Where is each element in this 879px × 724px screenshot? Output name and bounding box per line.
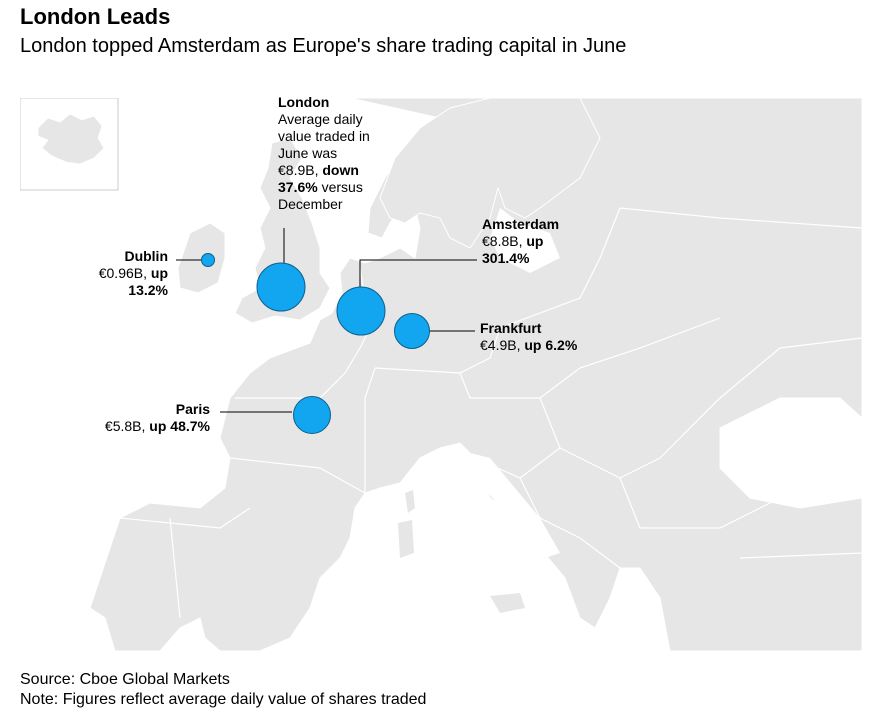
- dublin-value: €0.96B,: [98, 265, 151, 281]
- chart-subtitle: London topped Amsterdam as Europe's shar…: [20, 35, 627, 57]
- sardinia-land: [398, 520, 414, 558]
- amsterdam-direction: up: [526, 233, 544, 249]
- paris-value: €5.8B,: [104, 418, 150, 434]
- bubble-paris: [293, 396, 331, 434]
- london-line-2: value traded in: [278, 128, 370, 144]
- dublin-direction: up: [150, 265, 168, 281]
- footnotes: Source: Cboe Global Markets Note: Figure…: [20, 670, 426, 710]
- bubbles: [201, 253, 430, 434]
- sicily-land: [490, 593, 525, 613]
- london-direction: down: [322, 162, 359, 178]
- black-sea: [719, 397, 862, 509]
- frankfurt-change: up 6.2%: [524, 337, 578, 353]
- london-line-1: Average daily: [278, 111, 363, 127]
- paris-label: Paris €5.8B, up 48.7%: [40, 401, 210, 435]
- bubble-amsterdam: [336, 286, 386, 336]
- scandinavia-land: [379, 98, 601, 249]
- frankfurt-label: Frankfurt €4.9B, up 6.2%: [480, 320, 577, 354]
- amsterdam-label: Amsterdam €8.8B, up 301.4%: [482, 216, 559, 267]
- europe-map: [20, 98, 862, 651]
- dublin-label: Dublin €0.96B, up 13.2%: [60, 248, 168, 299]
- paris-name: Paris: [175, 401, 210, 417]
- dublin-change: 13.2%: [128, 282, 168, 298]
- frankfurt-name: Frankfurt: [480, 320, 542, 336]
- figures-note: Note: Figures reflect average daily valu…: [20, 691, 427, 708]
- bubble-dublin: [201, 253, 215, 267]
- bubble-frankfurt: [394, 313, 430, 349]
- corsica-land: [405, 490, 415, 513]
- amsterdam-change: 301.4%: [482, 250, 530, 266]
- london-line-3: June was: [278, 145, 338, 161]
- london-change: 37.6%: [278, 179, 318, 195]
- chart-title: London Leads: [20, 4, 171, 29]
- london-versus: versus: [317, 179, 363, 195]
- bubble-london: [256, 262, 306, 312]
- iceland-land: [37, 113, 105, 165]
- amsterdam-value: €8.8B,: [482, 233, 527, 249]
- source-note: Source: Cboe Global Markets: [20, 671, 230, 688]
- paris-change: up 48.7%: [149, 418, 210, 434]
- amsterdam-leader: [359, 259, 477, 288]
- london-name: London: [278, 94, 330, 110]
- baltic-sea: [490, 208, 560, 273]
- adriatic-sea: [470, 453, 560, 558]
- dublin-name: Dublin: [124, 248, 168, 264]
- country-borders: [119, 207, 862, 619]
- frankfurt-value: €4.9B,: [480, 337, 525, 353]
- london-line-6: December: [278, 196, 343, 212]
- london-value: €8.9B,: [278, 162, 323, 178]
- london-label: London Average daily value traded in Jun…: [278, 94, 370, 213]
- amsterdam-name: Amsterdam: [482, 216, 560, 232]
